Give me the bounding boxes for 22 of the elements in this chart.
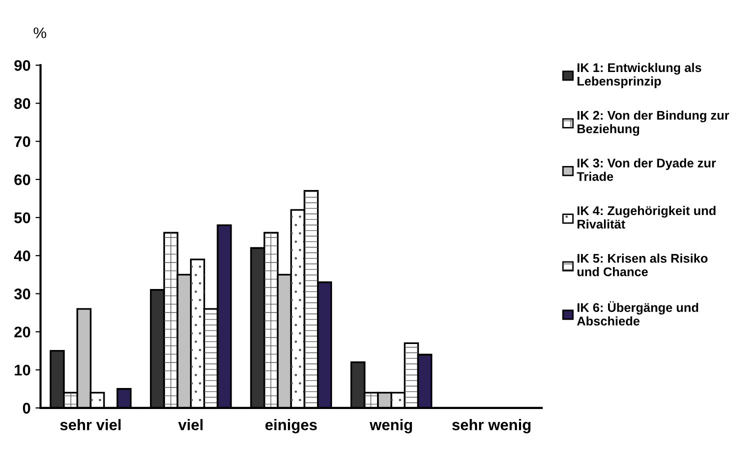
y-tick-label: 50 (14, 212, 30, 224)
legend-label: IK 4: Zugehörigkeit und Rivalität (578, 206, 716, 229)
x-tick-label: viel (178, 419, 203, 430)
x-tick-label: sehr viel (60, 419, 121, 430)
y-tick-label: 60 (14, 174, 30, 186)
y-tick-label: 30 (14, 288, 30, 300)
x-tick-label: sehr wenig (452, 419, 530, 434)
legend-label: IK 6: Übergänge und Abschiede (577, 301, 698, 326)
legend-label: IK 3: Von der Dyade zur Triade (576, 158, 716, 181)
y-tick-label: 10 (14, 364, 30, 376)
y-tick-label: 90 (14, 60, 30, 71)
legend-label: IK 5: Krisen als Risiko und Chance (577, 254, 708, 276)
x-tick-label: wenig (370, 419, 412, 434)
y-tick-label: 20 (14, 326, 30, 338)
x-tick-label: einiges (265, 419, 317, 434)
legend-label: IK 1: Entwicklung als Lebensprinzip (578, 62, 702, 88)
y-tick-label: 70 (14, 136, 30, 148)
legend-label: IK 2: Von der Bindung zur Beziehung (578, 110, 730, 136)
y-axis-title: % (34, 27, 46, 38)
y-tick-label: 40 (14, 250, 30, 262)
y-tick-label: 0 (22, 402, 30, 414)
y-tick-label: 80 (14, 98, 30, 109)
